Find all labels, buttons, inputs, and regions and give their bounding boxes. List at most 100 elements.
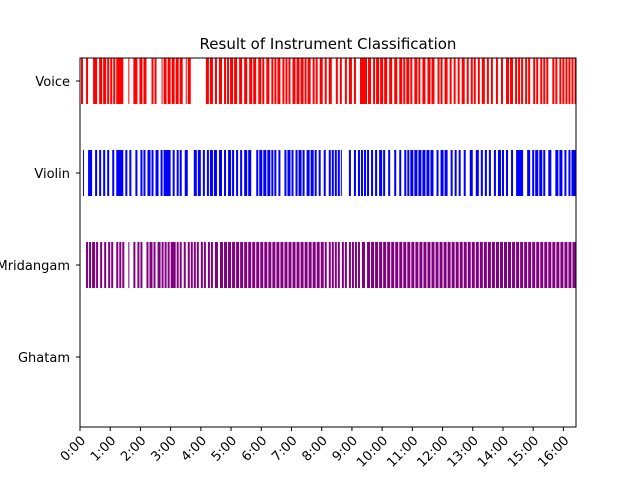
- segment-mridangam: [348, 242, 351, 288]
- x-tick-label: 8:00: [299, 433, 330, 464]
- segment-violin: [516, 150, 524, 196]
- segment-voice: [431, 58, 435, 104]
- segment-mridangam: [296, 242, 300, 288]
- segment-violin: [240, 150, 243, 196]
- segment-voice: [113, 58, 116, 104]
- segment-mridangam: [108, 242, 111, 288]
- segment-voice: [437, 58, 440, 104]
- segment-mridangam: [439, 242, 443, 288]
- segment-voice: [449, 58, 452, 104]
- segment-mridangam: [387, 242, 391, 288]
- segment-voice: [422, 58, 426, 104]
- segment-mridangam: [572, 242, 576, 288]
- segment-mridangam: [411, 242, 415, 288]
- segment-mridangam: [568, 242, 572, 288]
- segment-mridangam: [520, 242, 524, 288]
- segment-mridangam: [316, 242, 320, 288]
- segment-voice: [81, 58, 84, 104]
- y-tick-label: Voice: [35, 75, 70, 90]
- segment-mridangam: [264, 242, 268, 288]
- segment-voice: [466, 58, 469, 104]
- segment-violin: [295, 150, 298, 196]
- segment-mridangam: [508, 242, 512, 288]
- segment-voice: [348, 58, 352, 104]
- segment-voice: [285, 58, 288, 104]
- segment-mridangam: [207, 242, 210, 288]
- segment-mridangam: [334, 242, 337, 288]
- segment-mridangam: [447, 242, 451, 288]
- segment-voice: [300, 58, 304, 104]
- segment-voice: [304, 58, 307, 104]
- segment-mridangam: [451, 242, 455, 288]
- segment-voice: [107, 58, 110, 104]
- segment-violin: [107, 150, 110, 196]
- segment-mridangam: [524, 242, 528, 288]
- segment-violin: [506, 150, 509, 196]
- segment-violin: [399, 150, 402, 196]
- segment-voice: [353, 58, 356, 104]
- segment-mridangam: [300, 242, 304, 288]
- segment-mridangam: [280, 242, 284, 288]
- segment-violin: [274, 150, 277, 196]
- segment-violin: [202, 150, 205, 196]
- segment-violin: [147, 150, 151, 196]
- segment-violin: [383, 150, 386, 196]
- segment-voice: [179, 58, 183, 104]
- segment-violin: [422, 150, 426, 196]
- x-tick-label: 13:00: [445, 433, 482, 470]
- segment-voice: [139, 58, 143, 104]
- segment-violin: [353, 150, 356, 196]
- segment-mridangam: [344, 242, 347, 288]
- y-axis: Voice Violin Mridangam Ghatam: [0, 75, 80, 366]
- segment-violin: [271, 150, 274, 196]
- segment-mridangam: [149, 242, 153, 288]
- segment-voice: [266, 58, 270, 104]
- segment-mridangam: [92, 242, 96, 288]
- x-tick-label: 2:00: [118, 433, 149, 464]
- segment-violin: [163, 150, 171, 196]
- segment-violin: [559, 150, 563, 196]
- segment-violin: [160, 150, 163, 196]
- segment-mridangam: [435, 242, 439, 288]
- segment-mridangam: [407, 242, 411, 288]
- y-tick-label: Ghatam: [18, 351, 70, 366]
- segment-mridangam: [284, 242, 288, 288]
- segment-voice: [453, 58, 456, 104]
- segment-voice: [515, 58, 518, 104]
- segment-voice: [271, 58, 274, 104]
- segment-mridangam: [104, 242, 107, 288]
- x-tick-label: 14:00: [475, 433, 512, 470]
- segment-voice: [470, 58, 473, 104]
- segment-voice: [151, 58, 154, 104]
- segment-mridangam: [214, 242, 218, 288]
- segment-voice: [163, 58, 167, 104]
- segment-voice: [444, 58, 448, 104]
- segment-mridangam: [320, 242, 324, 288]
- segment-voice: [495, 58, 498, 104]
- segment-voice: [307, 58, 311, 104]
- series-violin: [83, 150, 576, 196]
- segment-violin: [454, 150, 457, 196]
- segment-voice: [339, 58, 342, 104]
- segment-violin: [224, 150, 227, 196]
- segment-mridangam: [427, 242, 431, 288]
- segment-violin: [548, 150, 552, 196]
- segment-voice: [536, 58, 539, 104]
- segment-mridangam: [455, 242, 459, 288]
- segment-violin: [475, 150, 479, 196]
- segment-violin: [340, 150, 342, 196]
- segment-mridangam: [503, 242, 508, 288]
- segment-voice: [296, 58, 300, 104]
- segment-violin: [259, 150, 263, 196]
- segment-violin: [404, 150, 407, 196]
- segment-voice: [477, 58, 480, 104]
- segment-violin: [206, 150, 209, 196]
- segment-mridangam: [96, 242, 99, 288]
- segment-violin: [527, 150, 531, 196]
- segment-violin: [129, 150, 132, 196]
- segment-voice: [414, 58, 418, 104]
- segment-mridangam: [431, 242, 435, 288]
- segment-mridangam: [128, 242, 130, 288]
- x-tick-label: 5:00: [209, 433, 240, 464]
